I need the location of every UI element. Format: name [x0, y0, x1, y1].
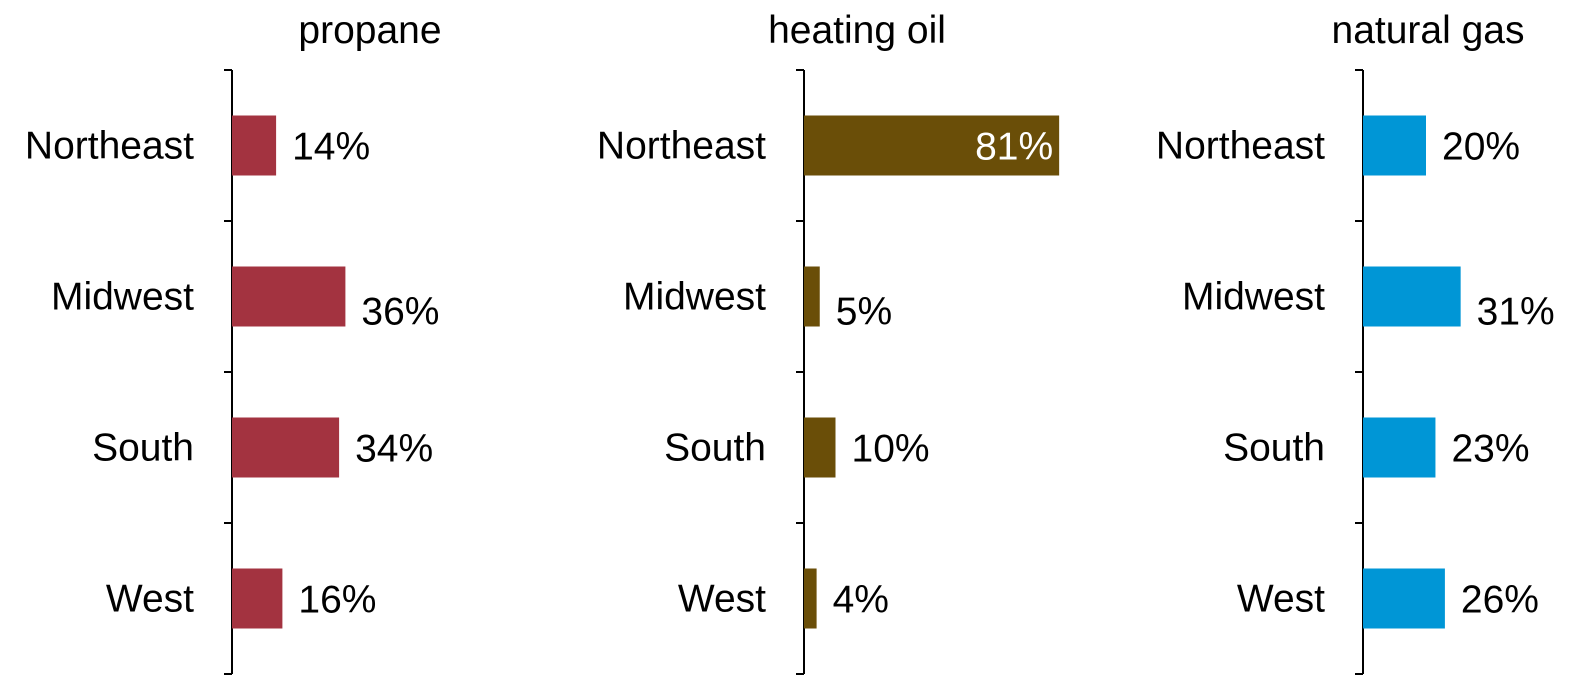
category-tick-label: West: [1237, 578, 1325, 621]
category-tick-label: Midwest: [1182, 276, 1325, 319]
chart-title: natural gas: [1332, 9, 1525, 52]
data-label: 4%: [833, 579, 889, 622]
data-label: 10%: [852, 428, 930, 471]
bar: [804, 568, 817, 629]
category-tick-label: Midwest: [623, 276, 766, 319]
data-label: 14%: [292, 126, 370, 169]
data-label: 20%: [1442, 126, 1520, 169]
category-tick-label: South: [1223, 427, 1325, 470]
bar: [1363, 417, 1436, 478]
category-tick-label: Northeast: [597, 125, 766, 168]
data-label: 23%: [1451, 428, 1529, 471]
bar: [1363, 266, 1461, 327]
data-label: 81%: [975, 126, 1053, 169]
bar: [232, 266, 346, 327]
chart-title: propane: [298, 9, 441, 52]
category-tick-label: Northeast: [25, 125, 194, 168]
bar: [804, 266, 820, 327]
bar: [1363, 568, 1445, 629]
chart-title: heating oil: [768, 9, 946, 52]
category-tick-label: Midwest: [51, 276, 194, 319]
chart-panel-natural-gas: natural gas Northeast 20% Midwest 31% South 23…: [1156, 9, 1555, 675]
data-label: 5%: [836, 291, 892, 334]
bar: [232, 417, 340, 478]
bar: [1363, 115, 1426, 176]
category-tick-label: South: [664, 427, 766, 470]
data-label: 36%: [361, 291, 439, 334]
category-tick-label: South: [92, 427, 194, 470]
data-label: 31%: [1477, 291, 1555, 334]
data-label: 16%: [298, 579, 376, 622]
chart-panel-heating-oil: heating oil Northeast 81% Midwest 5% South 10%…: [597, 9, 1060, 675]
data-label: 34%: [355, 428, 433, 471]
bar: [232, 568, 283, 629]
chart-panel-propane: propane Northeast 14% Midwest 36% South 34% Wes…: [25, 9, 442, 675]
bar: [804, 115, 1060, 176]
bar: [804, 417, 836, 478]
category-tick-label: Northeast: [1156, 125, 1325, 168]
data-label: 26%: [1461, 579, 1539, 622]
category-tick-label: West: [106, 578, 194, 621]
category-tick-label: West: [678, 578, 766, 621]
bar: [232, 115, 277, 176]
